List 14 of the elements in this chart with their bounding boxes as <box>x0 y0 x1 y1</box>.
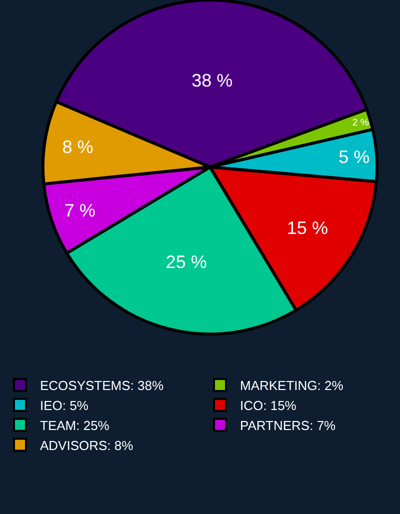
legend-label: IEO: 5% <box>40 398 89 413</box>
legend-label: ADVISORS: 8% <box>40 438 134 453</box>
data-label: 7 % <box>64 200 96 220</box>
legend-label: TEAM: 25% <box>40 418 110 433</box>
legend-label: ICO: 15% <box>240 398 297 413</box>
data-label: 38 % <box>192 70 233 91</box>
legend-label: ECOSYSTEMS: 38% <box>40 378 164 394</box>
data-label: 25 % <box>166 252 207 272</box>
legend-label: PARTNERS: 7% <box>240 418 336 433</box>
data-label: 2 % <box>352 117 370 128</box>
legend-label: MARKETING: 2% <box>240 378 344 394</box>
data-label: 8 % <box>62 137 94 158</box>
data-label: 15 % <box>286 218 328 238</box>
data-label: 5 % <box>338 146 370 167</box>
